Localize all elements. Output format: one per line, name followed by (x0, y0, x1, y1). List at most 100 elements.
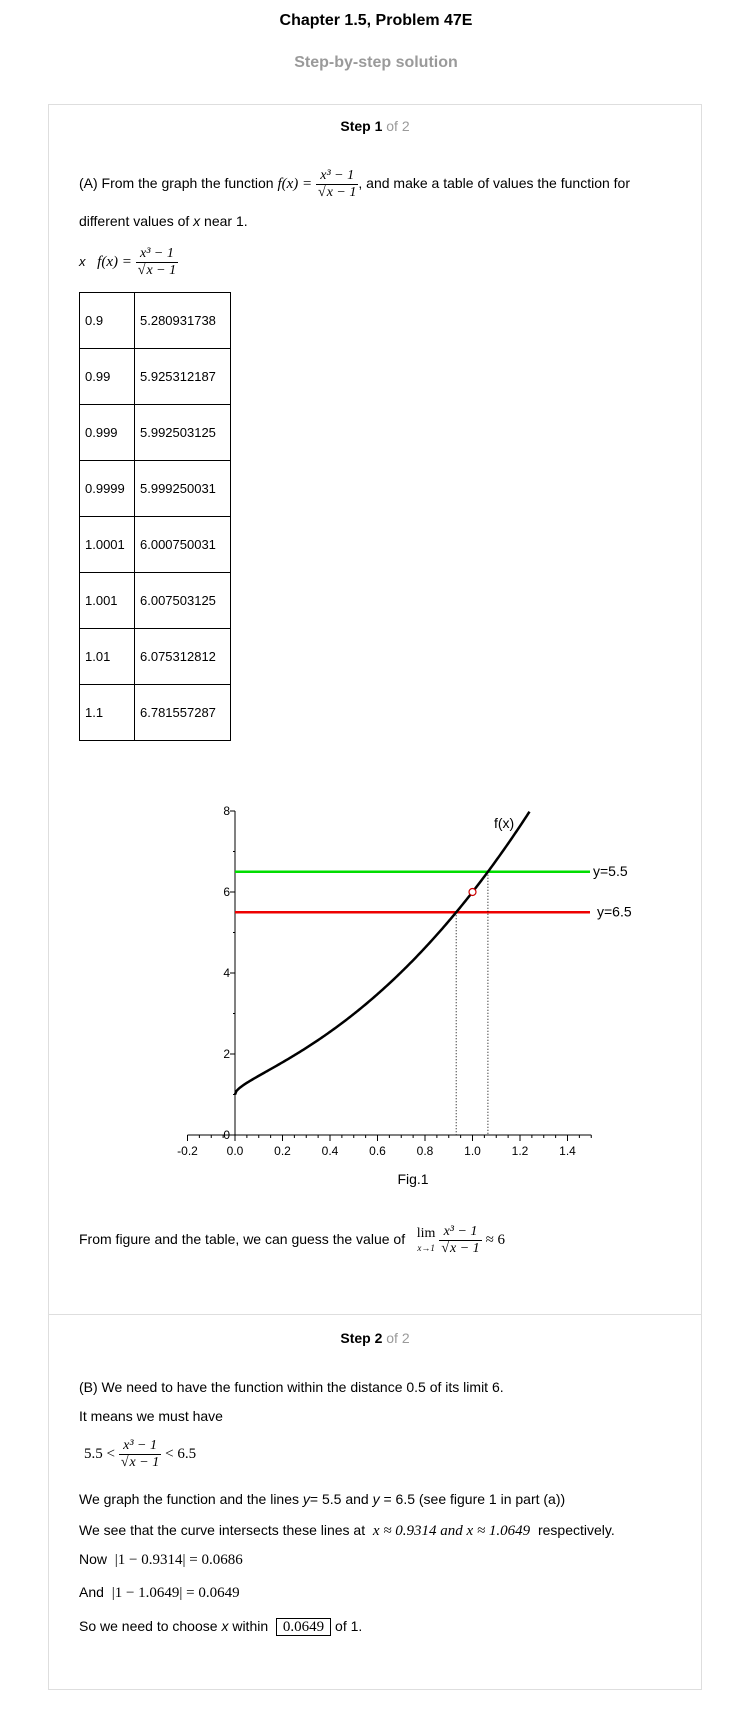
step2-line2: It means we must have (79, 1408, 223, 1424)
x-tick-label: 0.4 (322, 1144, 339, 1158)
table-cell-fx: 6.000750031 (134, 516, 231, 573)
series-label: f(x) (494, 815, 514, 831)
table-row: 1.1 6.781557287 (79, 684, 231, 741)
intro-func-fraction: x³ − 1 √x − 1 (316, 168, 359, 200)
line3-a: We graph the function and the lines (79, 1491, 300, 1507)
table-cell-fx: 5.280931738 (134, 292, 231, 349)
table-col-x: x (79, 254, 86, 270)
x-tick-label: 1.0 (464, 1144, 481, 1158)
limit-fraction: x³ − 1 √x − 1 (439, 1224, 482, 1256)
step2-heading: Step 2 of 2 (48, 1330, 702, 1346)
y-tick-label: 2 (223, 1047, 230, 1061)
x-tick-label: 0.6 (369, 1144, 386, 1158)
table-cell-fx: 6.007503125 (134, 572, 231, 629)
line3-y2: y (372, 1491, 380, 1507)
table-cell-fx: 5.992503125 (134, 404, 231, 461)
table-cell-x: 0.9999 (79, 460, 135, 517)
step2-and: And |1 − 1.0649| = 0.0649 (79, 1583, 240, 1602)
ineq-right: < 6.5 (165, 1446, 197, 1463)
final-a: So we need to choose (79, 1618, 218, 1634)
step1-conclusion: From figure and the table, we can guess … (79, 1224, 505, 1257)
step2-label: Step 2 (340, 1330, 383, 1346)
line4-b: respectively. (537, 1522, 615, 1538)
values-table: 0.9 5.280931738 0.99 5.925312187 0.999 5.9925… (79, 292, 231, 741)
table-cell-x: 0.99 (79, 348, 135, 405)
intro-func-lhs: f(x) = (277, 176, 313, 193)
solution-card (48, 104, 702, 1690)
function-chart: -0.2 0.0 0.2 0.4 0.6 0.8 1.0 1.2 1.4 0 2 4 6 8 y=5.5 y=… (177, 804, 632, 1187)
ineq-left: 5.5 < (84, 1446, 115, 1463)
step2-of: of 2 (386, 1330, 410, 1346)
function-curve (233, 810, 531, 1095)
step2-final: So we need to choose x within 0.0649 of … (79, 1617, 362, 1636)
table-cell-x: 1.01 (79, 628, 135, 685)
x-tick-label: 1.2 (512, 1144, 529, 1158)
intro-line2-a: different values of (79, 213, 190, 229)
limit-num: x³ − 1 (439, 1224, 482, 1241)
table-row: 0.9 5.280931738 (79, 292, 231, 349)
step1-intro: (A) From the graph the function f(x) = x… (79, 168, 630, 201)
ineq-fraction: x³ − 1 √x − 1 (118, 1438, 162, 1470)
page-title: Chapter 1.5, Problem 47E (279, 12, 473, 29)
step2-inequality: 5.5 < x³ − 1 √x − 1 < 6.5 (84, 1438, 196, 1471)
limit-den: x − 1 (449, 1240, 480, 1256)
ineq-num: x³ − 1 (118, 1438, 162, 1455)
final-answer-box: 0.0649 (275, 1618, 332, 1636)
table-cell-x: 1.1 (79, 684, 135, 741)
and-math: |1 − 1.0649| = 0.0649 (111, 1585, 240, 1601)
now-label: Now (79, 1551, 108, 1567)
limit-expression: lim x→1 (416, 1225, 436, 1255)
table-row: 1.0001 6.000750031 (79, 516, 231, 573)
final-c: of 1. (335, 1618, 363, 1634)
x-tick-label: 0.0 (227, 1144, 244, 1158)
step2-line4: We see that the curve intersects these l… (79, 1521, 615, 1540)
now-math: |1 − 0.9314| = 0.0686 (114, 1552, 243, 1568)
table-col-f-den: x − 1 (145, 262, 177, 278)
line4-math: x ≈ 0.9314 and x ≈ 1.0649 (372, 1523, 531, 1539)
table-row: 0.9999 5.999250031 (79, 460, 231, 517)
step1-intro-line2: different values of x near 1. (79, 212, 248, 230)
step2-line1: (B) We need to have the function within … (79, 1379, 504, 1395)
table-cell-x: 1.001 (79, 572, 135, 629)
step2-now: Now |1 − 0.9314| = 0.0686 (79, 1550, 243, 1569)
open-point (468, 887, 477, 897)
x-tick-label: 1.4 (559, 1144, 576, 1158)
step1-of: of 2 (386, 118, 410, 134)
y-tick-label: 8 (223, 804, 230, 818)
and-label: And (79, 1584, 104, 1600)
chart-caption: Fig.1 (397, 1171, 428, 1187)
table-row: 1.01 6.075312812 (79, 628, 231, 685)
line3-y1: y (302, 1491, 310, 1507)
step1-label: Step 1 (340, 118, 383, 134)
line4-a: We see that the curve intersects these l… (79, 1522, 366, 1538)
conclusion-text: From figure and the table, we can guess … (79, 1231, 406, 1248)
table-cell-fx: 5.925312187 (134, 348, 231, 405)
ineq-den: x − 1 (128, 1454, 160, 1470)
intro-func-den: x − 1 (325, 184, 357, 200)
y-tick-label: 0 (223, 1128, 230, 1142)
table-col-f-fraction: x³ − 1 √x − 1 (135, 246, 179, 278)
x-tick-label: 0.8 (417, 1144, 434, 1158)
lim-word: lim (416, 1225, 436, 1241)
step1-heading: Step 1 of 2 (48, 118, 702, 134)
intro-line2-var: x (193, 213, 201, 229)
table-col-f-num: x³ − 1 (135, 246, 179, 263)
final-b: within (232, 1618, 269, 1634)
table-cell-fx: 6.075312812 (134, 628, 231, 685)
table-cell-x: 1.0001 (79, 516, 135, 573)
intro-text-a: (A) From the graph the function (79, 175, 274, 192)
table-header: x f(x) = x³ − 1 √x − 1 (79, 246, 179, 279)
table-row: 1.001 6.007503125 (79, 572, 231, 629)
table-col-f-lhs: f(x) = (97, 254, 132, 271)
line3-b: = 5.5 and (309, 1491, 369, 1507)
hline-label: y=6.5 (597, 903, 632, 919)
step-divider (48, 1314, 702, 1315)
table-cell-x: 0.999 (79, 404, 135, 461)
intro-text-b: , and make a table of values the functio… (358, 175, 630, 192)
table-row: 0.999 5.992503125 (79, 404, 231, 461)
table-cell-fx: 6.781557287 (134, 684, 231, 741)
line3-c: = 6.5 (see figure 1 in part (a)) (383, 1491, 566, 1507)
y-tick-label: 6 (223, 885, 230, 899)
intro-line2-b: near 1. (204, 213, 248, 229)
x-tick-label: -0.2 (177, 1144, 198, 1158)
